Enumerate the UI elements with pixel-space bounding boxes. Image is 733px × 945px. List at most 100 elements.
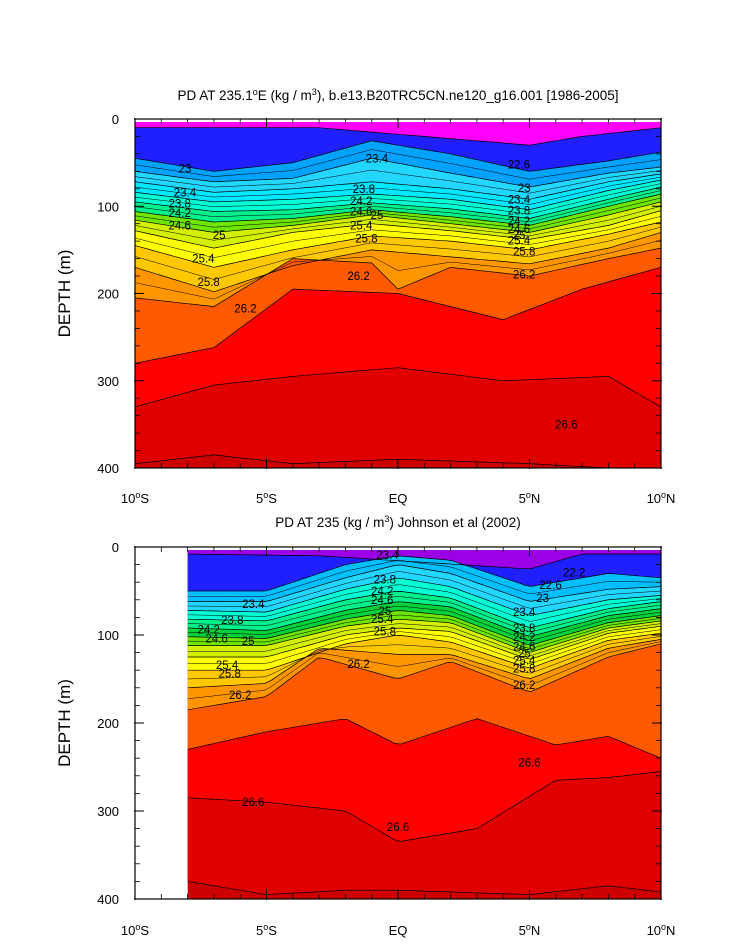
x-tick-label: 10oN <box>647 922 676 938</box>
contour-label: 23.4 <box>513 607 536 619</box>
contour-label: 25 <box>378 606 391 618</box>
contour-label: 23.8 <box>169 199 191 211</box>
chart-title: PD AT 235 (kg / m3) Johnson et al (2002) <box>275 514 520 530</box>
y-tick-label: 0 <box>112 112 119 127</box>
contour-label: 26.2 <box>347 271 369 283</box>
band <box>187 556 661 602</box>
contour-label: 25.8 <box>513 663 535 675</box>
band <box>135 232 661 307</box>
contour-label: 23.8 <box>374 575 396 587</box>
contour-label: 25.8 <box>355 234 377 246</box>
contour-label: 25.4 <box>350 220 373 232</box>
chart-title: PD AT 235.1oE (kg / m3), b.e13.B20TRC5CN… <box>177 87 618 103</box>
contour-label: 25.4 <box>371 614 394 626</box>
band <box>135 201 661 249</box>
contour-line <box>135 179 661 211</box>
y-tick-label: 100 <box>97 628 119 643</box>
contour-line <box>187 643 661 711</box>
contour-label: 24.2 <box>508 216 530 228</box>
contour-label: 24.2 <box>197 625 219 637</box>
band <box>135 248 661 364</box>
contour-line <box>187 618 661 653</box>
contour-label: 25 <box>371 210 384 222</box>
y-axis-label: DEPTH (m) <box>55 250 74 338</box>
contour-line <box>187 605 661 642</box>
contour-line <box>135 186 661 219</box>
band <box>187 578 661 628</box>
contour-label: 25 <box>213 230 226 242</box>
band <box>135 222 661 292</box>
band <box>135 267 661 407</box>
chart-panel-1: 2323.423.824.224.62525.425.826.223.423.8… <box>55 87 675 506</box>
contour-label: 23.8 <box>221 615 243 627</box>
contour-line <box>135 169 661 194</box>
contour-line <box>187 625 661 660</box>
contour-label: 26.2 <box>513 269 535 281</box>
contour-line <box>135 210 661 249</box>
contour-label: 25.8 <box>374 626 396 638</box>
contour-line <box>187 718 661 759</box>
contour-line <box>187 641 661 700</box>
contour-line <box>187 632 661 671</box>
contour-label: 25.8 <box>197 277 219 289</box>
contour-line <box>187 577 661 616</box>
contour-label: 24.6 <box>350 206 372 218</box>
contour-line <box>135 216 661 258</box>
contour-line <box>135 221 661 268</box>
chart-panel-2: 23.423.824.224.6 2525.425.826.223.423.824… <box>55 514 675 938</box>
contour-label: 25.4 <box>513 656 536 668</box>
contour-line <box>135 226 661 280</box>
band <box>187 633 661 688</box>
contour-line <box>187 636 661 680</box>
contour-line <box>187 601 661 637</box>
contour-label: 22.6 <box>508 159 530 171</box>
contour-line <box>187 591 661 628</box>
contour-label: 26.6 <box>518 758 540 770</box>
y-tick-label: 400 <box>97 892 119 907</box>
y-tick-label: 100 <box>97 199 119 214</box>
density-field <box>135 122 661 468</box>
x-tick-label: 5oS <box>256 490 277 506</box>
contour-line <box>135 149 661 180</box>
contour-label: 26.6 <box>387 822 409 834</box>
contour-label: 24.6 <box>371 595 393 607</box>
band <box>187 591 661 637</box>
band <box>135 174 661 210</box>
contour-line <box>135 206 661 241</box>
contour-label: 24.6 <box>205 634 227 646</box>
contour-line <box>135 183 661 215</box>
contour-label: 26.2 <box>234 303 256 315</box>
x-tick-label: EQ <box>389 491 408 506</box>
contour-label: 25.4 <box>192 254 215 266</box>
contour-label: 22.6 <box>539 580 561 592</box>
contour-label: 24.6 <box>169 220 191 232</box>
contour-label: 24.2 <box>350 196 372 208</box>
contour-label: 25 <box>513 230 526 242</box>
x-tick-label: EQ <box>389 923 408 938</box>
contour-label: 23.4 <box>366 153 389 165</box>
contour-line <box>135 193 661 226</box>
contour-label: 24.2 <box>169 208 191 220</box>
contour-label: 23.8 <box>513 623 535 635</box>
contour-label: 23.4 <box>376 550 399 562</box>
band <box>187 619 661 660</box>
contour-label: 23.8 <box>353 184 375 196</box>
contour-line <box>187 639 661 689</box>
x-tick-label: 5oN <box>519 490 541 506</box>
contour-label: 26.2 <box>229 690 251 702</box>
band <box>187 565 661 616</box>
contour-label: 24.6 <box>508 224 530 236</box>
contour-label: 26.2 <box>513 680 535 692</box>
y-tick-label: 400 <box>97 461 119 476</box>
contour-line <box>135 173 661 200</box>
y-axis-label: DEPTH (m) <box>55 679 74 767</box>
contour-label: 25.8 <box>218 669 240 681</box>
contour-line <box>187 571 661 609</box>
contour-label: 23 <box>179 164 192 176</box>
contour-line <box>187 596 661 633</box>
contour-label: 24.2 <box>371 586 393 598</box>
y-tick-label: 200 <box>97 287 119 302</box>
contour-label: 26.2 <box>347 659 369 671</box>
band <box>135 140 661 188</box>
contour-label: 23 <box>518 183 531 195</box>
